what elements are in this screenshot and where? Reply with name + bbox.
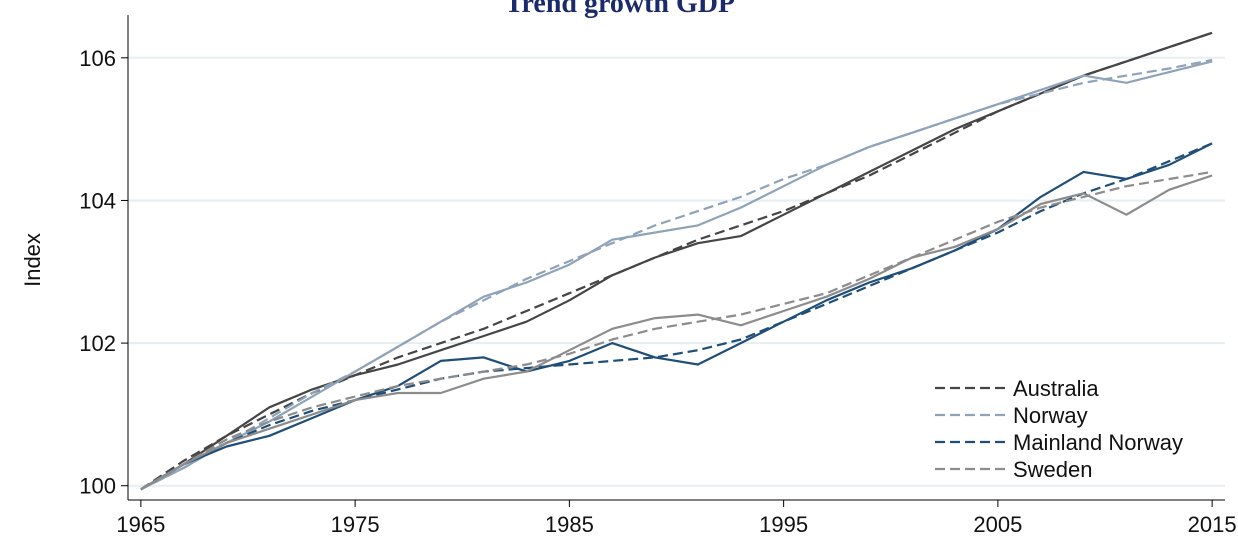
series-line [140, 174, 1213, 491]
x-tick-label: 1965 [116, 512, 165, 537]
x-tick-label: 2005 [973, 512, 1022, 537]
y-tick-label: 106 [79, 46, 116, 71]
trend-line [140, 142, 1213, 491]
chart-title: Trend growth GDP [505, 0, 735, 19]
x-tick-label: 2015 [1188, 512, 1237, 537]
series-line [140, 142, 1213, 491]
y-tick-label: 100 [79, 474, 116, 499]
legend-label: Mainland Norway [1013, 430, 1183, 455]
legend-label: Norway [1013, 403, 1088, 428]
legend-label: Sweden [1013, 457, 1093, 482]
y-axis-label: Index [20, 233, 45, 287]
x-tick-label: 1995 [759, 512, 808, 537]
y-tick-label: 102 [79, 331, 116, 356]
x-tick-label: 1985 [545, 512, 594, 537]
y-tick-label: 104 [79, 188, 116, 213]
trend-line [140, 170, 1213, 491]
trend-line [140, 58, 1213, 491]
legend-label: Australia [1013, 376, 1099, 401]
x-tick-label: 1975 [331, 512, 380, 537]
series-line [140, 60, 1213, 491]
